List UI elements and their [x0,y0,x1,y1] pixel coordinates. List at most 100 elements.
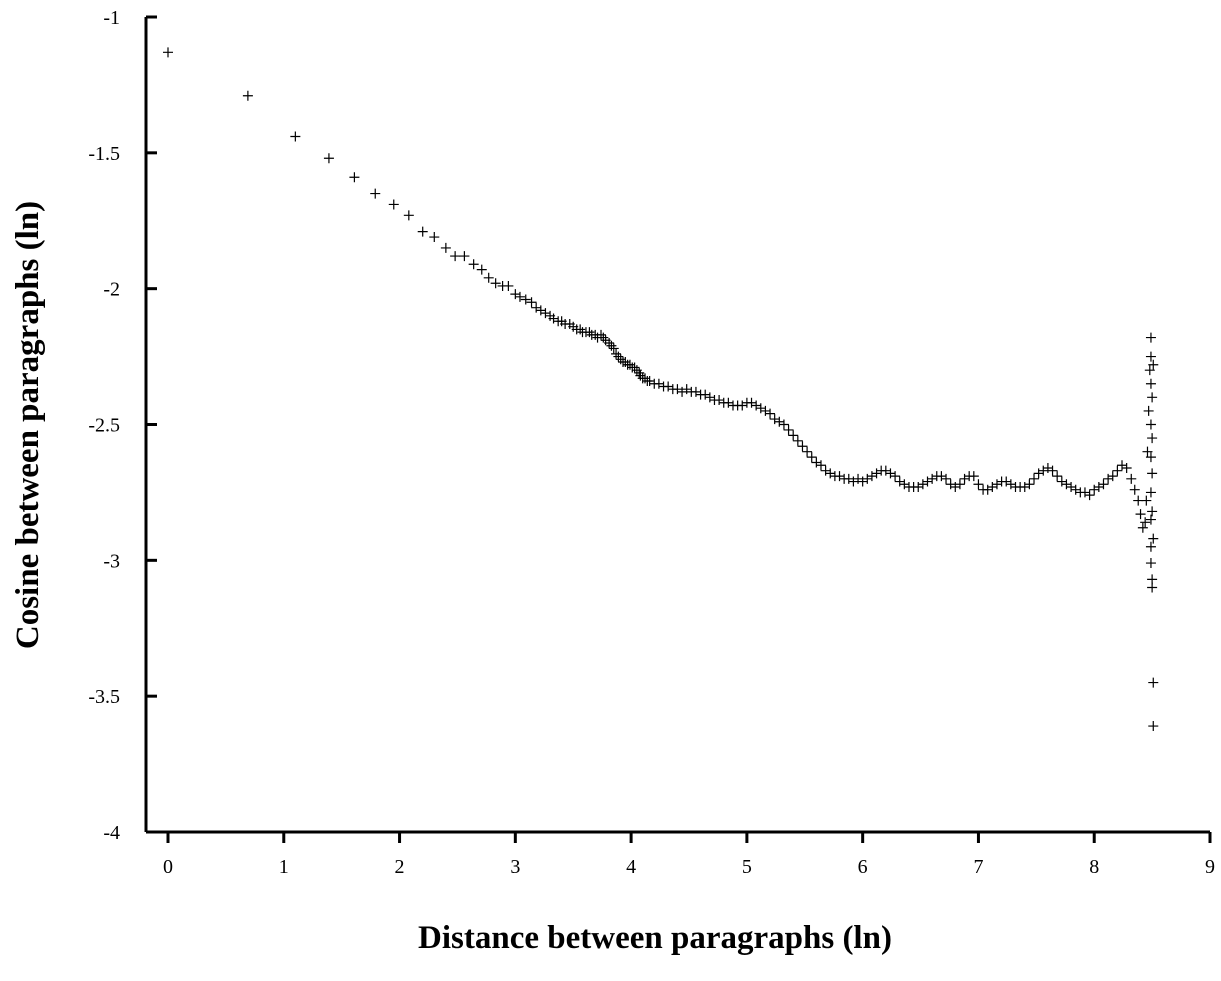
data-point [922,476,933,487]
x-tick-label: 5 [742,856,752,878]
data-point [950,481,961,492]
data-point [598,332,609,343]
data-points [163,47,1159,732]
x-tick-label: 8 [1089,856,1099,878]
data-point [857,476,868,487]
data-point [1142,446,1153,457]
data-point [704,392,715,403]
data-point [1145,419,1156,430]
data-point [853,473,864,484]
data-point [1144,365,1155,376]
data-point [825,468,836,479]
data-point [1148,359,1159,370]
data-point [899,479,910,490]
data-point [483,272,494,283]
data-point [1029,473,1040,484]
data-point [783,424,794,435]
data-point [746,397,757,408]
data-point [848,476,859,487]
data-point [954,479,965,490]
data-point [640,373,651,384]
data-point [1129,484,1140,495]
data-point [927,473,938,484]
data-point [1103,473,1114,484]
data-point [1145,378,1156,389]
data-point [1079,487,1090,498]
y-ticks: -1 -1.5 -2 -2.5 -3 -3.5 -4 [88,7,157,844]
data-point [765,408,776,419]
data-point [1117,460,1128,471]
data-point [1141,495,1152,506]
data-point [531,302,542,313]
y-tick-label: -1 [103,7,120,29]
data-point [615,354,626,365]
data-point [681,384,692,395]
data-point [751,400,762,411]
data-point [802,446,813,457]
data-point [468,259,479,270]
data-point [1147,582,1158,593]
y-tick-label: -3.5 [88,686,120,708]
data-point [631,365,642,376]
x-tick-label: 6 [858,856,868,878]
data-point [973,479,984,490]
data-point [1005,479,1016,490]
data-point [788,430,799,441]
data-point [1042,462,1053,473]
x-tick-label: 2 [395,856,405,878]
data-point [811,457,822,468]
data-point [1143,405,1154,416]
data-point [1066,481,1077,492]
data-point [843,473,854,484]
data-point [894,476,905,487]
data-point [459,251,470,262]
data-point [596,329,607,340]
data-point [1147,433,1158,444]
data-point [1047,465,1058,476]
data-point [613,351,624,362]
data-point [653,378,664,389]
data-point [388,199,399,210]
data-point [760,405,771,416]
x-ticks: 0 1 2 3 4 5 6 7 8 9 [163,832,1215,878]
data-point [987,481,998,492]
data-point [575,324,586,335]
data-point [608,343,619,354]
data-point [945,479,956,490]
data-point [634,367,645,378]
data-point [611,348,622,359]
data-point [663,381,674,392]
data-point [1052,471,1063,482]
y-tick-label: -3 [103,550,120,572]
data-point [440,242,451,253]
data-point [755,403,766,414]
data-point [1145,351,1156,362]
data-point [723,397,734,408]
data-point [1148,721,1159,732]
data-point [1147,392,1158,403]
x-tick-label: 3 [510,856,520,878]
x-tick-label: 0 [163,856,173,878]
data-point [429,232,440,243]
data-point [941,473,952,484]
y-tick-label: -2.5 [88,415,120,437]
data-point [1147,468,1158,479]
data-point [820,465,831,476]
data-point [584,327,595,338]
data-point [1056,476,1067,487]
data-point [866,471,877,482]
data-point [1145,514,1156,525]
data-point [1070,484,1081,495]
data-point [871,468,882,479]
data-point [490,278,501,289]
data-point [163,47,173,58]
data-point [1126,473,1137,484]
data-point [1140,517,1151,528]
x-tick-label: 7 [973,856,983,878]
data-point [737,400,748,411]
data-point [510,289,521,300]
data-point [778,419,789,430]
data-point [349,172,360,183]
data-point [1033,468,1044,479]
